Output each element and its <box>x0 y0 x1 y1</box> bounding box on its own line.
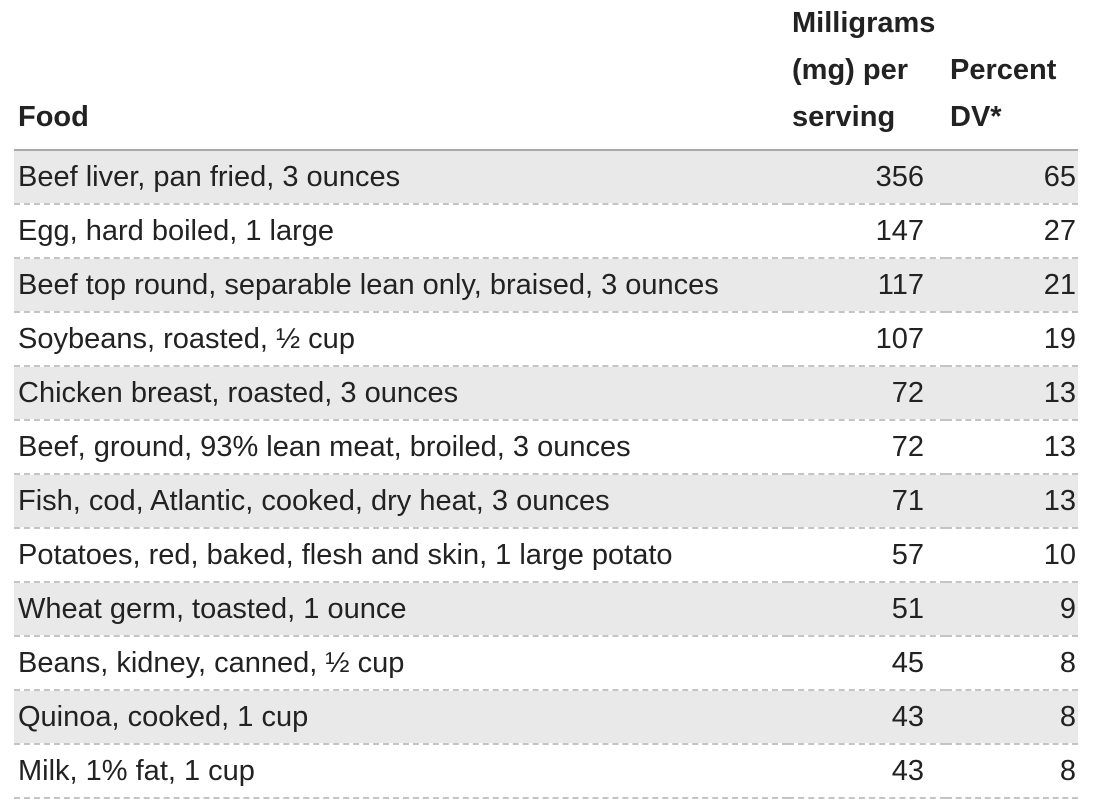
food-column-header: Food <box>14 0 788 151</box>
milligrams-cell: 147 <box>788 204 946 259</box>
percent-dv-column-header: Percent DV* <box>946 0 1078 151</box>
header-row: Food Milligrams (mg) per serving Percent… <box>14 0 1078 151</box>
milligrams-column-header: Milligrams (mg) per serving <box>788 0 946 151</box>
milligrams-cell: 45 <box>788 636 946 691</box>
table-row: Beef, ground, 93% lean meat, broiled, 3 … <box>14 420 1078 475</box>
table-row: Fish, cod, Atlantic, cooked, dry heat, 3… <box>14 474 1078 529</box>
food-cell: Soybeans, roasted, ½ cup <box>14 312 788 367</box>
table-row: Beef top round, separable lean only, bra… <box>14 258 1078 313</box>
table-row: Soybeans, roasted, ½ cup 107 19 <box>14 312 1078 367</box>
table-row: Egg, hard boiled, 1 large 147 27 <box>14 204 1078 259</box>
percent-dv-cell: 8 <box>946 636 1078 691</box>
food-cell: Wheat germ, toasted, 1 ounce <box>14 582 788 637</box>
table-row: Milk, 1% fat, 1 cup 43 8 <box>14 744 1078 799</box>
milligrams-cell: 71 <box>788 474 946 529</box>
food-cell: Fish, cod, Atlantic, cooked, dry heat, 3… <box>14 474 788 529</box>
milligrams-cell: 57 <box>788 528 946 583</box>
milligrams-cell: 107 <box>788 312 946 367</box>
milligrams-cell: 43 <box>788 690 946 745</box>
milligrams-cell: 72 <box>788 420 946 475</box>
food-cell: Beef, ground, 93% lean meat, broiled, 3 … <box>14 420 788 475</box>
food-cell: Quinoa, cooked, 1 cup <box>14 690 788 745</box>
milligrams-cell: 117 <box>788 258 946 313</box>
percent-dv-cell: 9 <box>946 582 1078 637</box>
percent-dv-cell: 19 <box>946 312 1078 367</box>
table-row: Beef liver, pan fried, 3 ounces 356 65 <box>14 150 1078 205</box>
food-cell: Milk, 1% fat, 1 cup <box>14 744 788 799</box>
table-row: Wheat germ, toasted, 1 ounce 51 9 <box>14 582 1078 637</box>
percent-dv-cell: 8 <box>946 690 1078 745</box>
food-cell: Beans, kidney, canned, ½ cup <box>14 636 788 691</box>
table-row: Beans, kidney, canned, ½ cup 45 8 <box>14 636 1078 691</box>
nutrient-table: Food Milligrams (mg) per serving Percent… <box>14 0 1078 799</box>
food-cell: Beef top round, separable lean only, bra… <box>14 258 788 313</box>
milligrams-cell: 72 <box>788 366 946 421</box>
percent-dv-cell: 13 <box>946 366 1078 421</box>
milligrams-cell: 356 <box>788 150 946 205</box>
percent-dv-cell: 13 <box>946 420 1078 475</box>
food-cell: Egg, hard boiled, 1 large <box>14 204 788 259</box>
percent-dv-cell: 21 <box>946 258 1078 313</box>
percent-dv-cell: 13 <box>946 474 1078 529</box>
percent-dv-cell: 65 <box>946 150 1078 205</box>
food-cell: Chicken breast, roasted, 3 ounces <box>14 366 788 421</box>
food-cell: Potatoes, red, baked, flesh and skin, 1 … <box>14 528 788 583</box>
table-row: Potatoes, red, baked, flesh and skin, 1 … <box>14 528 1078 583</box>
percent-dv-cell: 8 <box>946 744 1078 799</box>
milligrams-cell: 51 <box>788 582 946 637</box>
table-row: Chicken breast, roasted, 3 ounces 72 13 <box>14 366 1078 421</box>
milligrams-cell: 43 <box>788 744 946 799</box>
food-cell: Beef liver, pan fried, 3 ounces <box>14 150 788 205</box>
table-row: Quinoa, cooked, 1 cup 43 8 <box>14 690 1078 745</box>
percent-dv-cell: 27 <box>946 204 1078 259</box>
percent-dv-cell: 10 <box>946 528 1078 583</box>
table-header: Food Milligrams (mg) per serving Percent… <box>14 0 1078 151</box>
table-body: Beef liver, pan fried, 3 ounces 356 65 E… <box>14 150 1078 799</box>
